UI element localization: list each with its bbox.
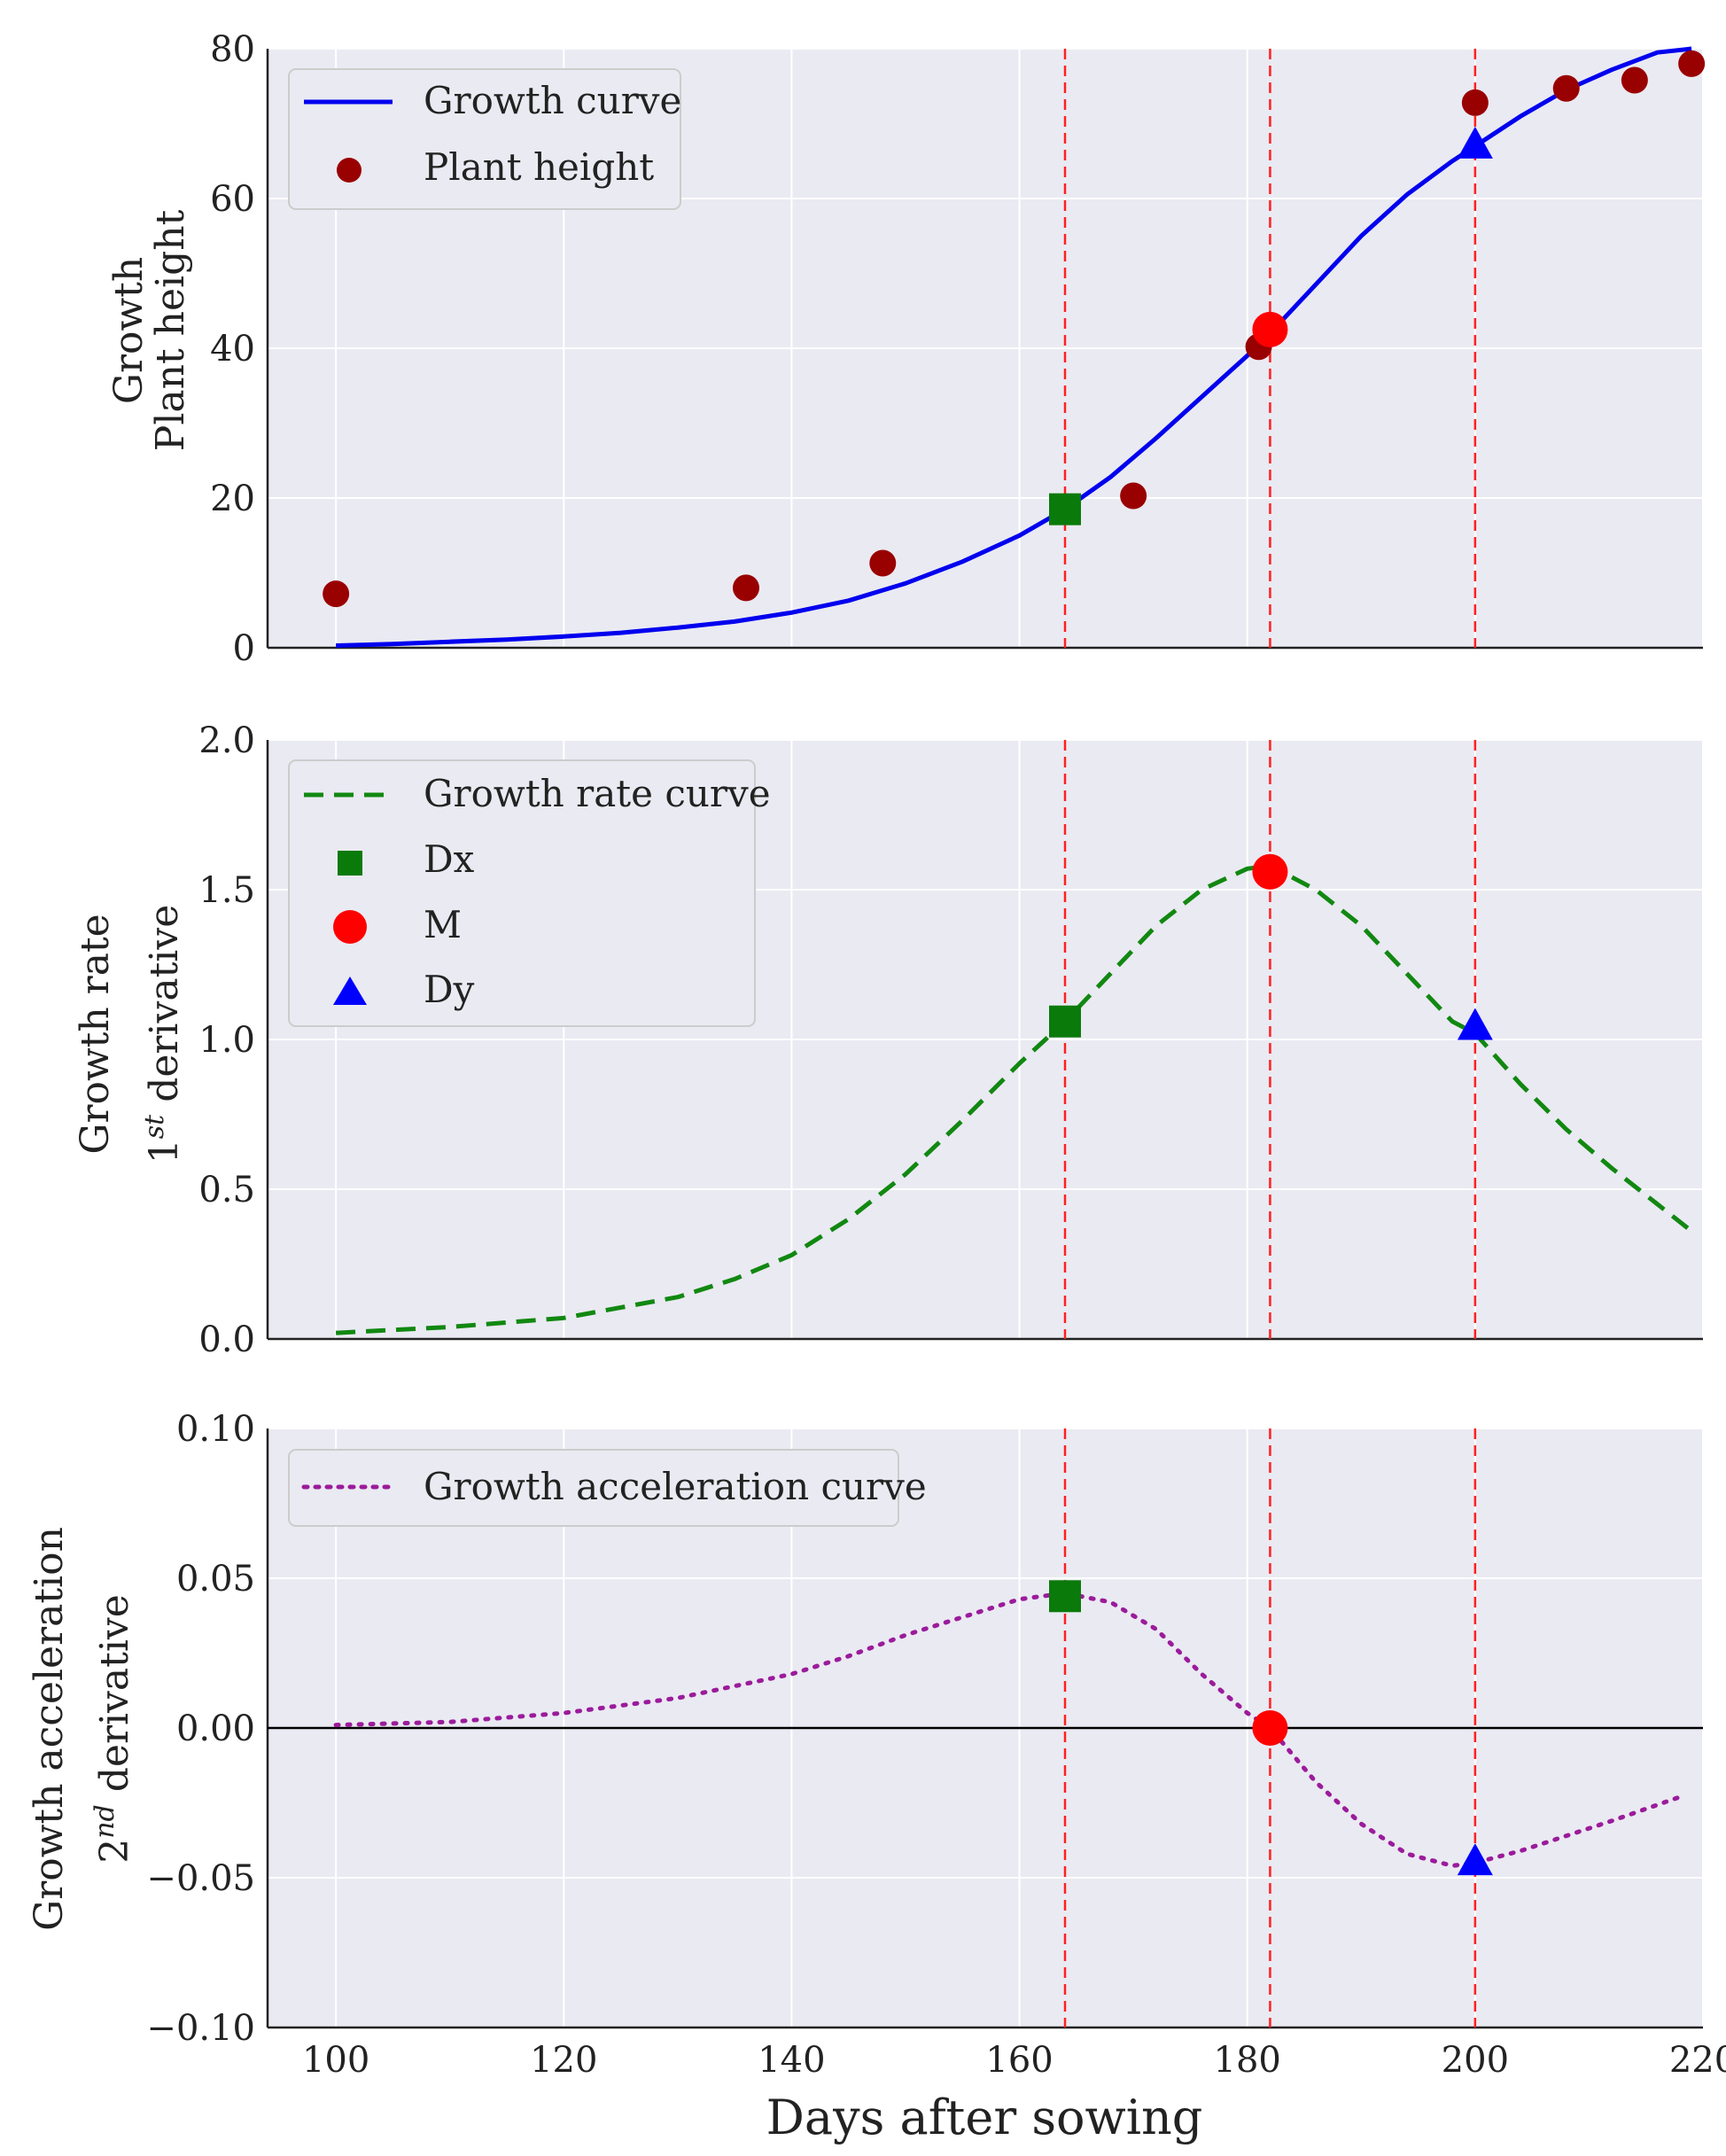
- y-tick-label: 20: [210, 479, 255, 519]
- legend-label-growth-acceleration-curve: Growth acceleration curve: [424, 1465, 927, 1508]
- x-tick-label: 120: [530, 2040, 597, 2081]
- data-point-plant-height: [733, 574, 759, 602]
- y-tick-label: 60: [210, 179, 255, 220]
- legend-marker-plant-height: [337, 158, 362, 183]
- marker-m: [1252, 853, 1288, 890]
- x-tick-label: 160: [985, 2040, 1053, 2081]
- ylabel-panel-2-line-2: 1st derivative: [139, 905, 187, 1164]
- y-tick-label: 0.00: [176, 1708, 255, 1749]
- ylabel-panel-1-line-2: Plant height: [148, 209, 193, 451]
- marker-dx: [1049, 1580, 1081, 1613]
- y-tick-label: −0.05: [146, 1858, 255, 1899]
- series-line-growth-acceleration-curve: [333, 1591, 1683, 1868]
- data-point-plant-height: [1552, 74, 1580, 102]
- data-point-plant-height: [1461, 89, 1489, 116]
- data-point-plant-height: [1621, 66, 1648, 94]
- marker-dx: [1049, 1005, 1081, 1038]
- x-tick-label: 180: [1214, 2040, 1281, 2081]
- legend-label-growth-rate-curve: Growth rate curve: [424, 772, 771, 815]
- x-tick-label: 140: [758, 2040, 825, 2081]
- ylabel-panel-3-line-2: 2nd derivative: [89, 1594, 137, 1864]
- panel-3: −0.10 −0.05 0.00 0.05 0.10 100 120 140 160 180 200…: [146, 1409, 1726, 2081]
- marker-dy: [1457, 126, 1493, 159]
- data-point-plant-height: [323, 580, 350, 608]
- legend-label-m: M: [424, 903, 462, 946]
- marker-m: [1252, 311, 1288, 347]
- y-tick-label: 80: [210, 29, 255, 70]
- y-tick-label: 0.5: [198, 1170, 255, 1210]
- legend-panel-3: Growth acceleration curve: [288, 1449, 927, 1527]
- legend-label-dx: Dx: [424, 837, 475, 881]
- x-tick-label: 220: [1669, 2040, 1726, 2081]
- legend-box: [288, 1449, 899, 1527]
- data-point-plant-height: [869, 549, 897, 577]
- legend-label-growth-curve: Growth curve: [424, 79, 681, 122]
- marker-dx: [1049, 493, 1081, 525]
- marker-dy: [1457, 1843, 1493, 1876]
- ylabel-panel-2-line-1: Growth rate: [73, 914, 118, 1154]
- y-tick-label: 2.0: [198, 720, 255, 761]
- marker-dy: [1457, 1008, 1493, 1040]
- ylabel-panel-3-line-1: Growth acceleration: [27, 1527, 72, 1931]
- x-tick-label: 200: [1442, 2040, 1509, 2081]
- ylabel-panel-1-line-1: Growth: [106, 257, 152, 404]
- y-tick-label: 0: [233, 628, 255, 669]
- legend-marker-m: [333, 910, 367, 944]
- legend-box: [288, 759, 756, 1027]
- y-tick-label: −0.10: [146, 2008, 255, 2049]
- y-tick-label: 0.10: [176, 1409, 255, 1450]
- y-tick-label: 40: [210, 329, 255, 370]
- y-tick-label: 0.05: [176, 1559, 255, 1599]
- data-point-plant-height: [1120, 482, 1147, 510]
- legend-label-dy: Dy: [424, 968, 475, 1011]
- y-tick-label: 0.0: [198, 1319, 255, 1360]
- legend-marker-dy: [333, 977, 367, 1005]
- legend-panel-1: Growth curve Plant height: [288, 68, 681, 210]
- series-line-growth-curve: [336, 46, 1692, 648]
- xlabel: Days after sowing: [766, 2090, 1203, 2145]
- legend-marker-dx: [338, 851, 362, 876]
- data-point-plant-height: [1678, 50, 1706, 77]
- y-tick-label: 1.5: [198, 870, 255, 911]
- legend-label-plant-height: Plant height: [424, 145, 654, 189]
- legend-panel-2: Growth rate curve Dx M Dy: [288, 759, 771, 1027]
- y-tick-label: 1.0: [198, 1020, 255, 1061]
- x-tick-label: 100: [302, 2040, 369, 2081]
- marker-m: [1252, 1710, 1288, 1746]
